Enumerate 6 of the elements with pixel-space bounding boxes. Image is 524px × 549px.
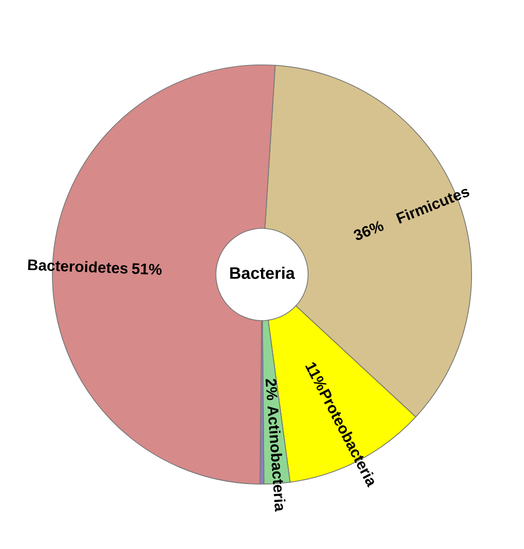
data-label: 51% (132, 263, 162, 275)
data-label: 2% (265, 378, 278, 400)
text: Bacteria (230, 266, 295, 279)
slice-label: Bacteroidetes (28, 258, 128, 274)
slice-label: Actinobacteria (267, 405, 286, 512)
data-label: 36% (352, 220, 384, 242)
